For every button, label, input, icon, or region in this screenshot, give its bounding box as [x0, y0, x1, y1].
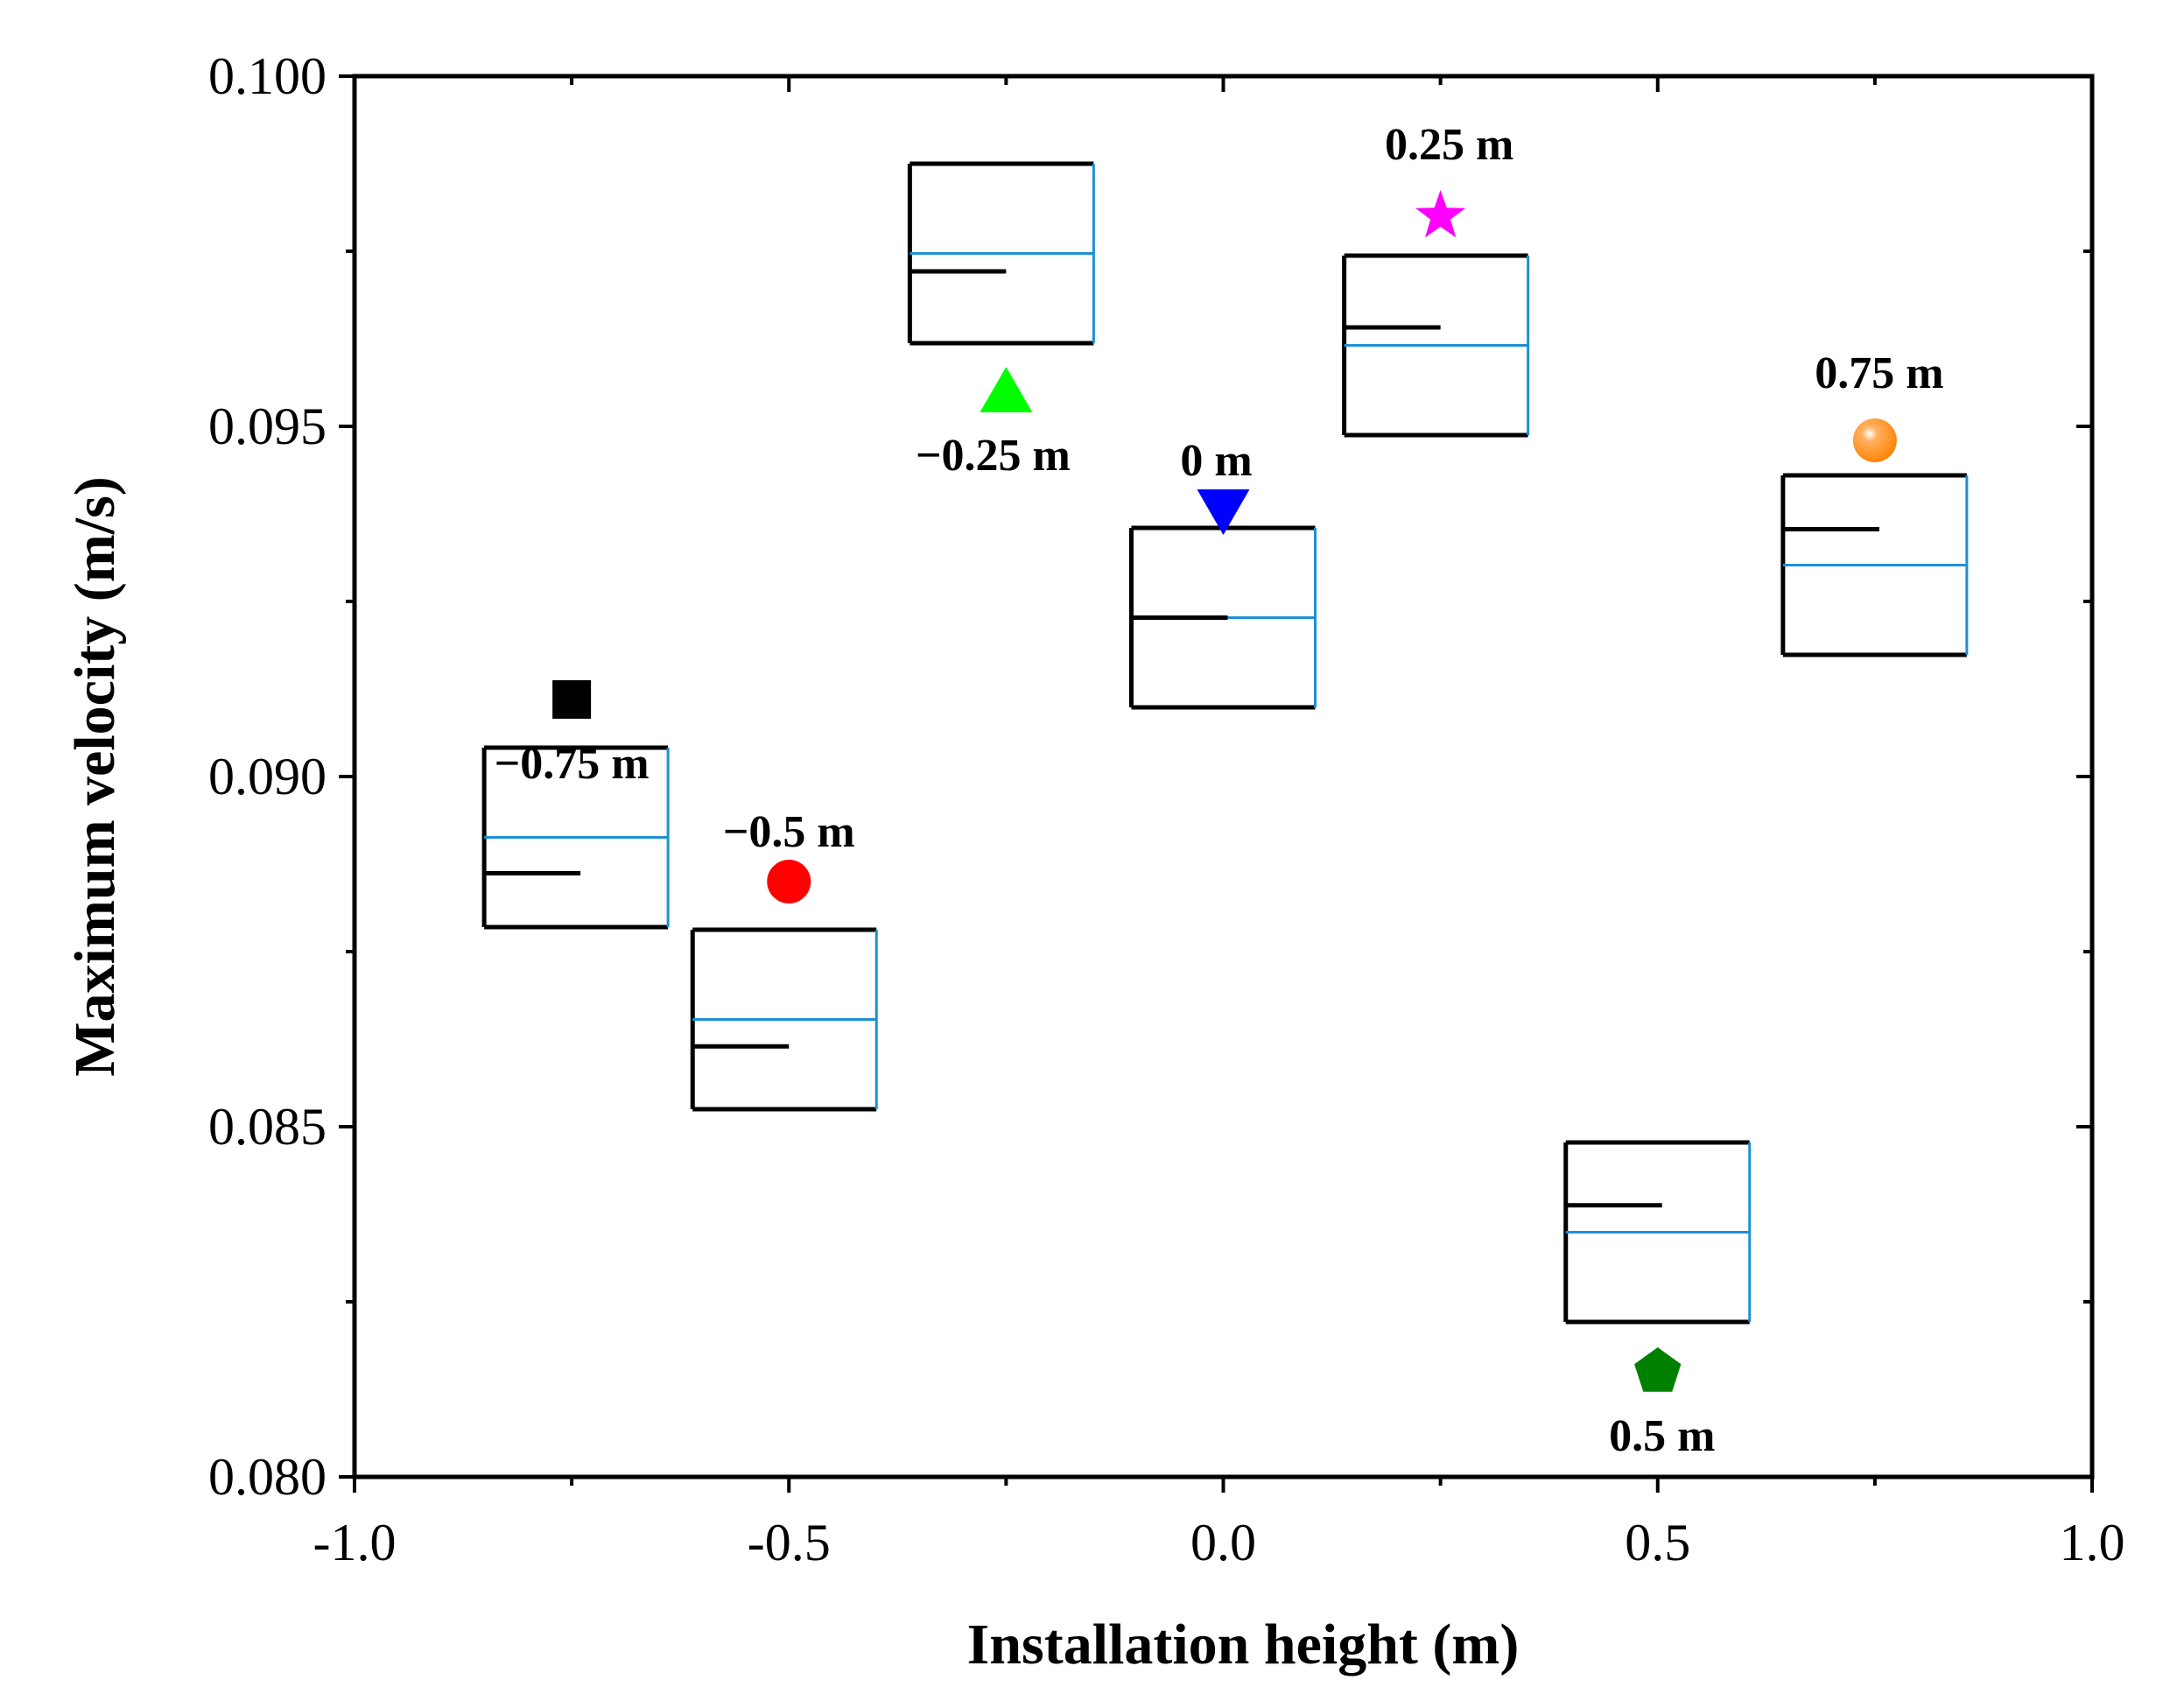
- y-tick-label: 0.085: [208, 1098, 327, 1156]
- inset-diagram: [907, 161, 1095, 346]
- data-points: −0.75 m −0.5 m −0.25 m 0 m 0.25 m 0.5 m 0.75 m: [495, 120, 1944, 1461]
- y-tick-label: 0.090: [208, 748, 327, 805]
- x-tick-label: -0.5: [748, 1514, 831, 1571]
- x-tick-label: 0.5: [1625, 1514, 1690, 1571]
- data-point: [1634, 1347, 1682, 1392]
- data-point: [1415, 190, 1466, 238]
- inset-diagram: [481, 745, 670, 930]
- y-tick-label: 0.100: [208, 47, 327, 105]
- data-point: [980, 367, 1033, 412]
- point-label: 0.75 m: [1815, 348, 1943, 398]
- data-point: [767, 860, 811, 903]
- inset-diagram: [1780, 473, 1969, 657]
- point-label: 0 m: [1180, 436, 1252, 486]
- inset-diagram: [1342, 253, 1530, 438]
- x-tick-label: -1.0: [313, 1514, 397, 1571]
- inset-diagram: [1563, 1140, 1752, 1325]
- point-label: 0.25 m: [1385, 120, 1513, 170]
- point-label: 0.5 m: [1609, 1411, 1715, 1461]
- point-label: −0.5 m: [723, 807, 855, 857]
- inset-diagram: [1129, 525, 1317, 710]
- y-axis-title: Maximum velocity (m/s): [63, 476, 127, 1077]
- x-axis-title: Installation height (m): [967, 1613, 1520, 1676]
- point-label: −0.25 m: [916, 431, 1071, 481]
- data-point: [1197, 489, 1250, 535]
- x-tick-label: 0.0: [1190, 1514, 1256, 1571]
- point-label: −0.75 m: [495, 739, 650, 789]
- y-tick-label: 0.080: [208, 1448, 327, 1506]
- y-tick-label: 0.095: [208, 397, 327, 455]
- data-point: [1852, 418, 1897, 462]
- inset-diagrams: [481, 161, 1969, 1325]
- data-point: [552, 680, 592, 719]
- inset-diagram: [690, 927, 878, 1112]
- axis-ticks: -1.0 -0.5 0.0 0.5 1.0 0.080 0.085 0.090 0.095 0.1…: [208, 47, 2125, 1571]
- x-tick-label: 1.0: [2060, 1514, 2125, 1571]
